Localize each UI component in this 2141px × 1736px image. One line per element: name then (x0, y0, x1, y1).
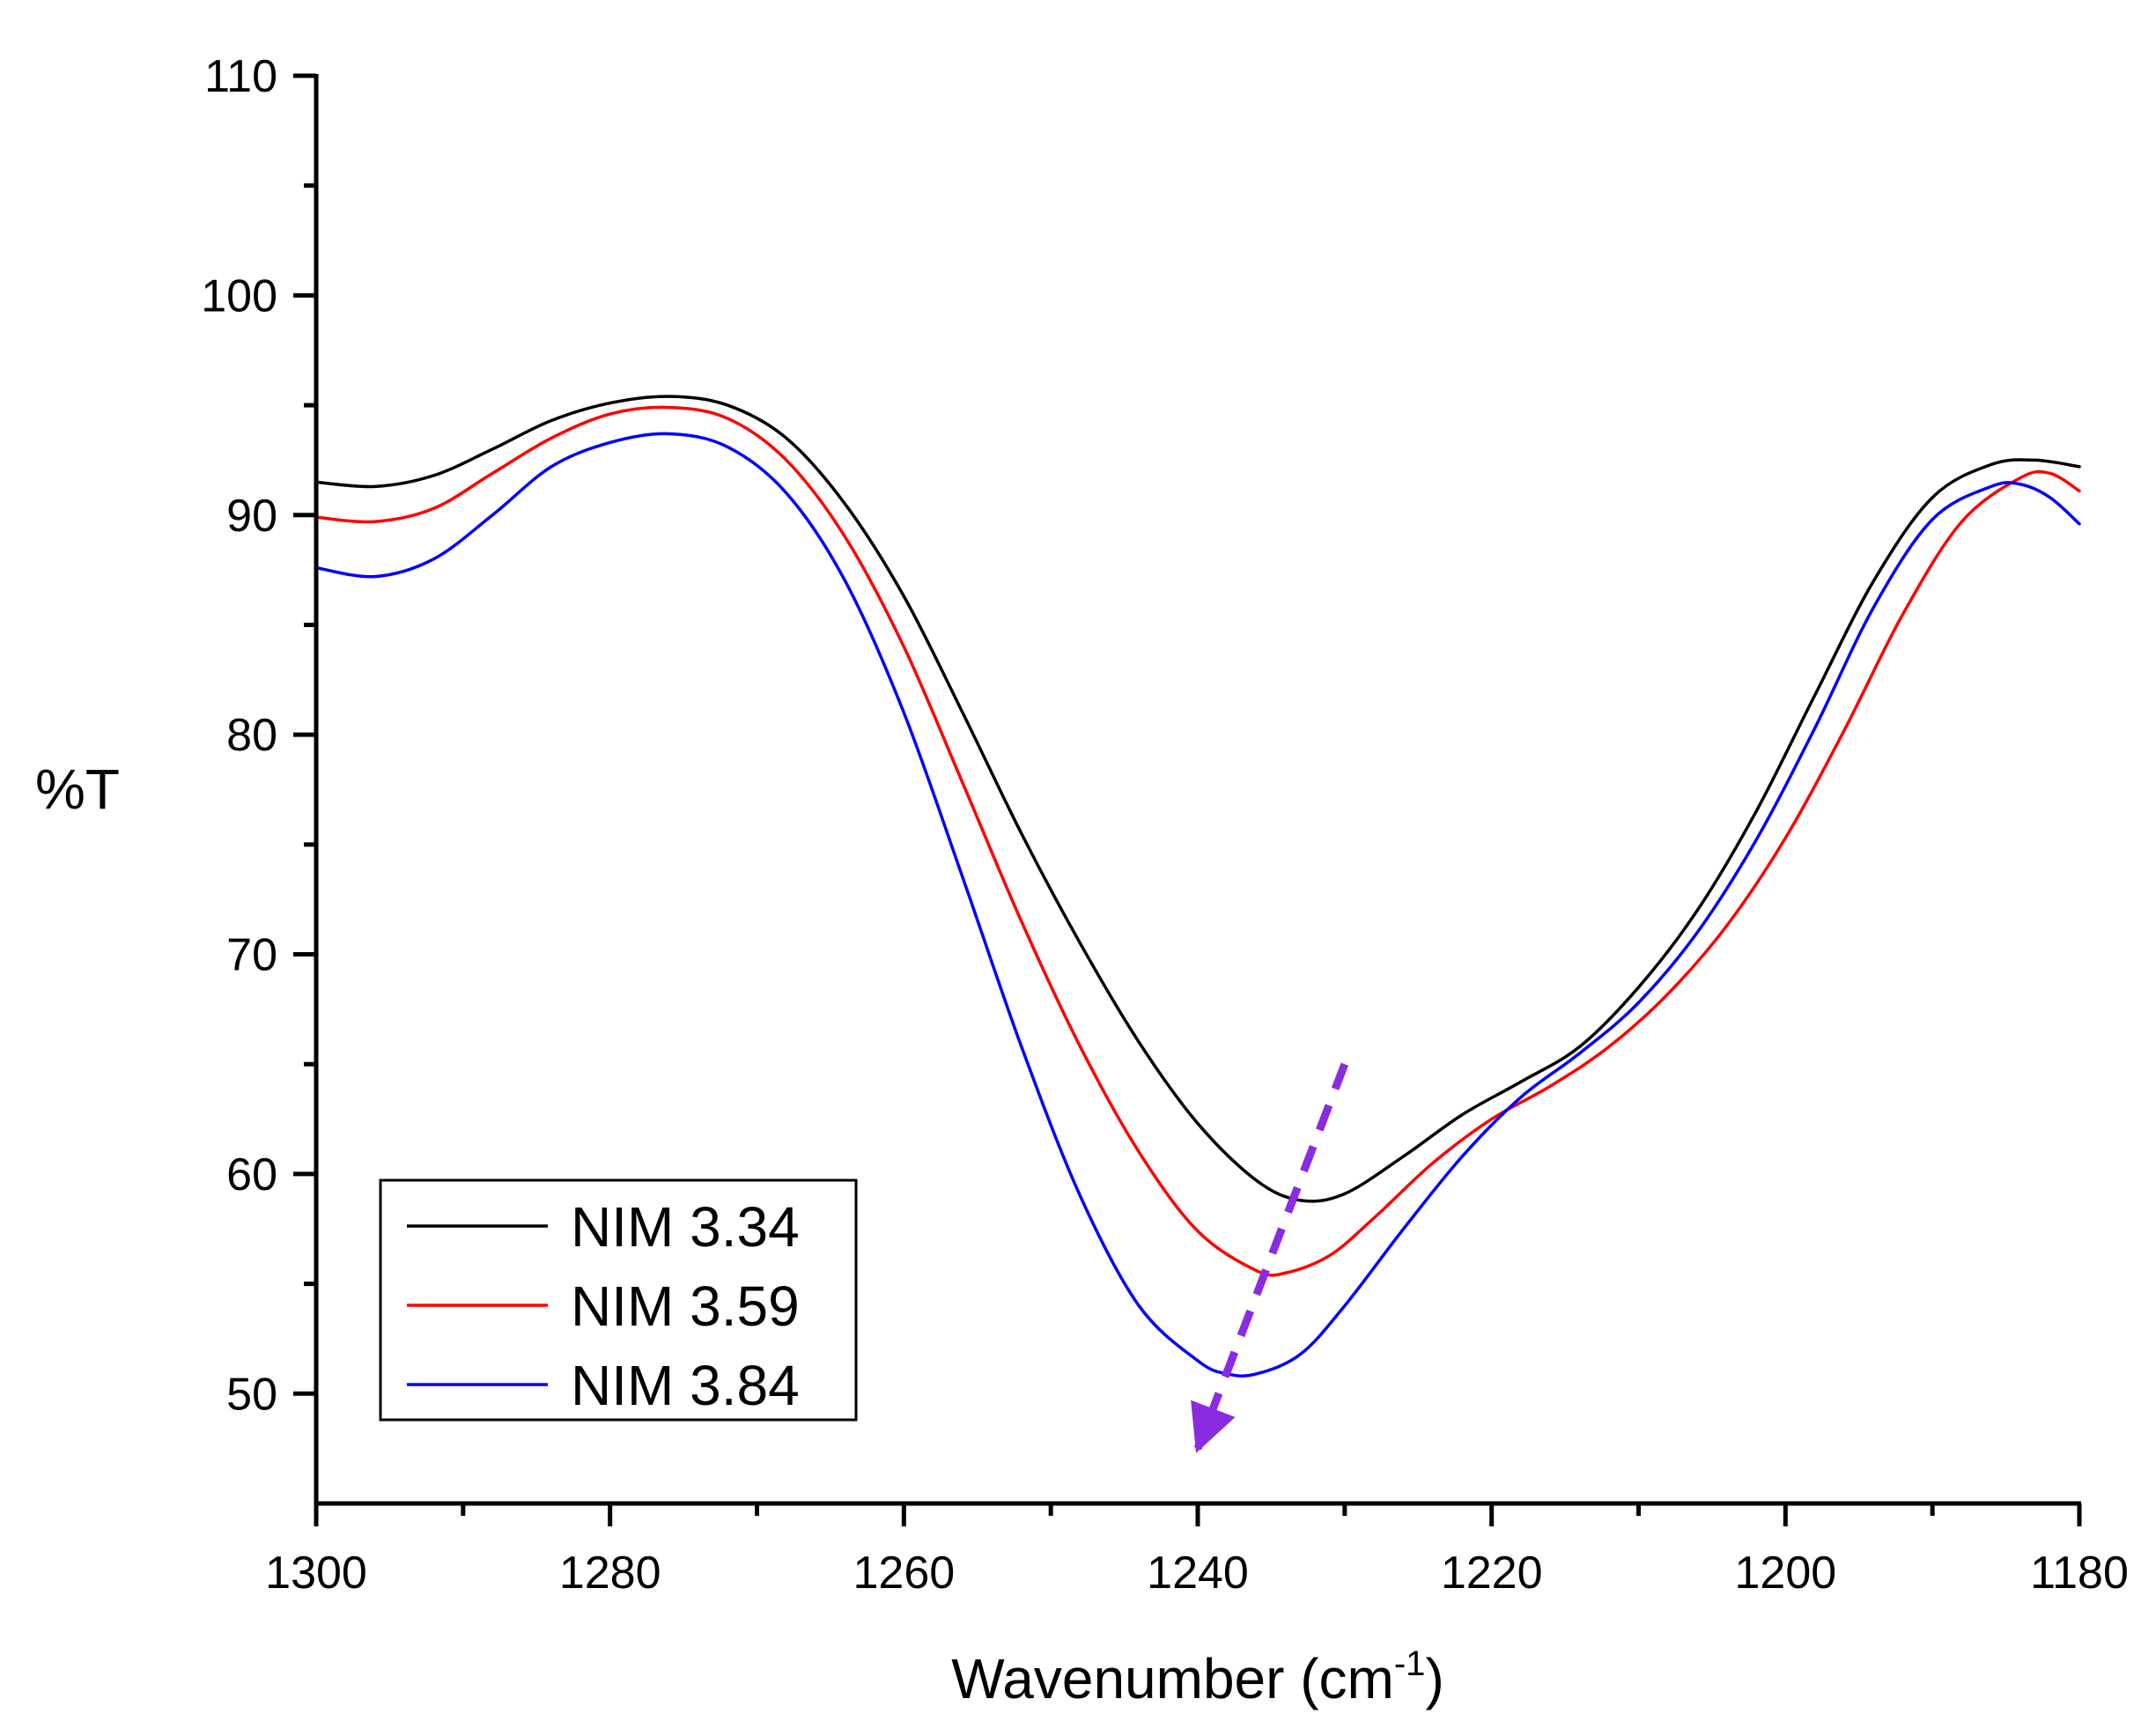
y-tick-label: 100 (201, 270, 277, 321)
legend-label-2: NIM 3.59 (571, 1274, 800, 1338)
annotation-layer (1191, 1062, 1349, 1453)
legend: NIM 3.34 NIM 3.59 NIM 3.84 (379, 1178, 858, 1422)
y-axis-label: %T (35, 757, 120, 821)
y-tick-label: 50 (226, 1369, 277, 1420)
y-tick-label: 60 (226, 1149, 277, 1200)
x-tick-label: 1200 (1734, 1548, 1836, 1599)
y-tick-label: 110 (204, 51, 277, 102)
x-tick-label: 1220 (1441, 1548, 1543, 1599)
y-tick-label: 90 (226, 491, 277, 542)
x-tick-label: 1300 (265, 1548, 367, 1599)
legend-label-3: NIM 3.84 (571, 1354, 800, 1417)
series-line-2 (314, 405, 2081, 1277)
x-axis-label: Wavenumber (cm-1) (951, 1644, 1444, 1710)
x-tick-label: 1280 (559, 1548, 661, 1599)
axes-layer: 1300 1280 1260 1240 1220 1200 1180 50 60 70 80 90 10… (35, 51, 2129, 1710)
x-tick-label: 1240 (1147, 1548, 1249, 1599)
legend-label-1: NIM 3.34 (571, 1195, 800, 1259)
x-tick-label: 1260 (853, 1548, 955, 1599)
series-line-1 (314, 395, 2081, 1203)
legend-box (379, 1178, 858, 1422)
trend-arrow (1191, 1062, 1349, 1453)
y-tick-label: 70 (226, 930, 277, 981)
y-tick-label: 80 (226, 710, 277, 761)
x-tick-label: 1180 (2030, 1548, 2129, 1599)
